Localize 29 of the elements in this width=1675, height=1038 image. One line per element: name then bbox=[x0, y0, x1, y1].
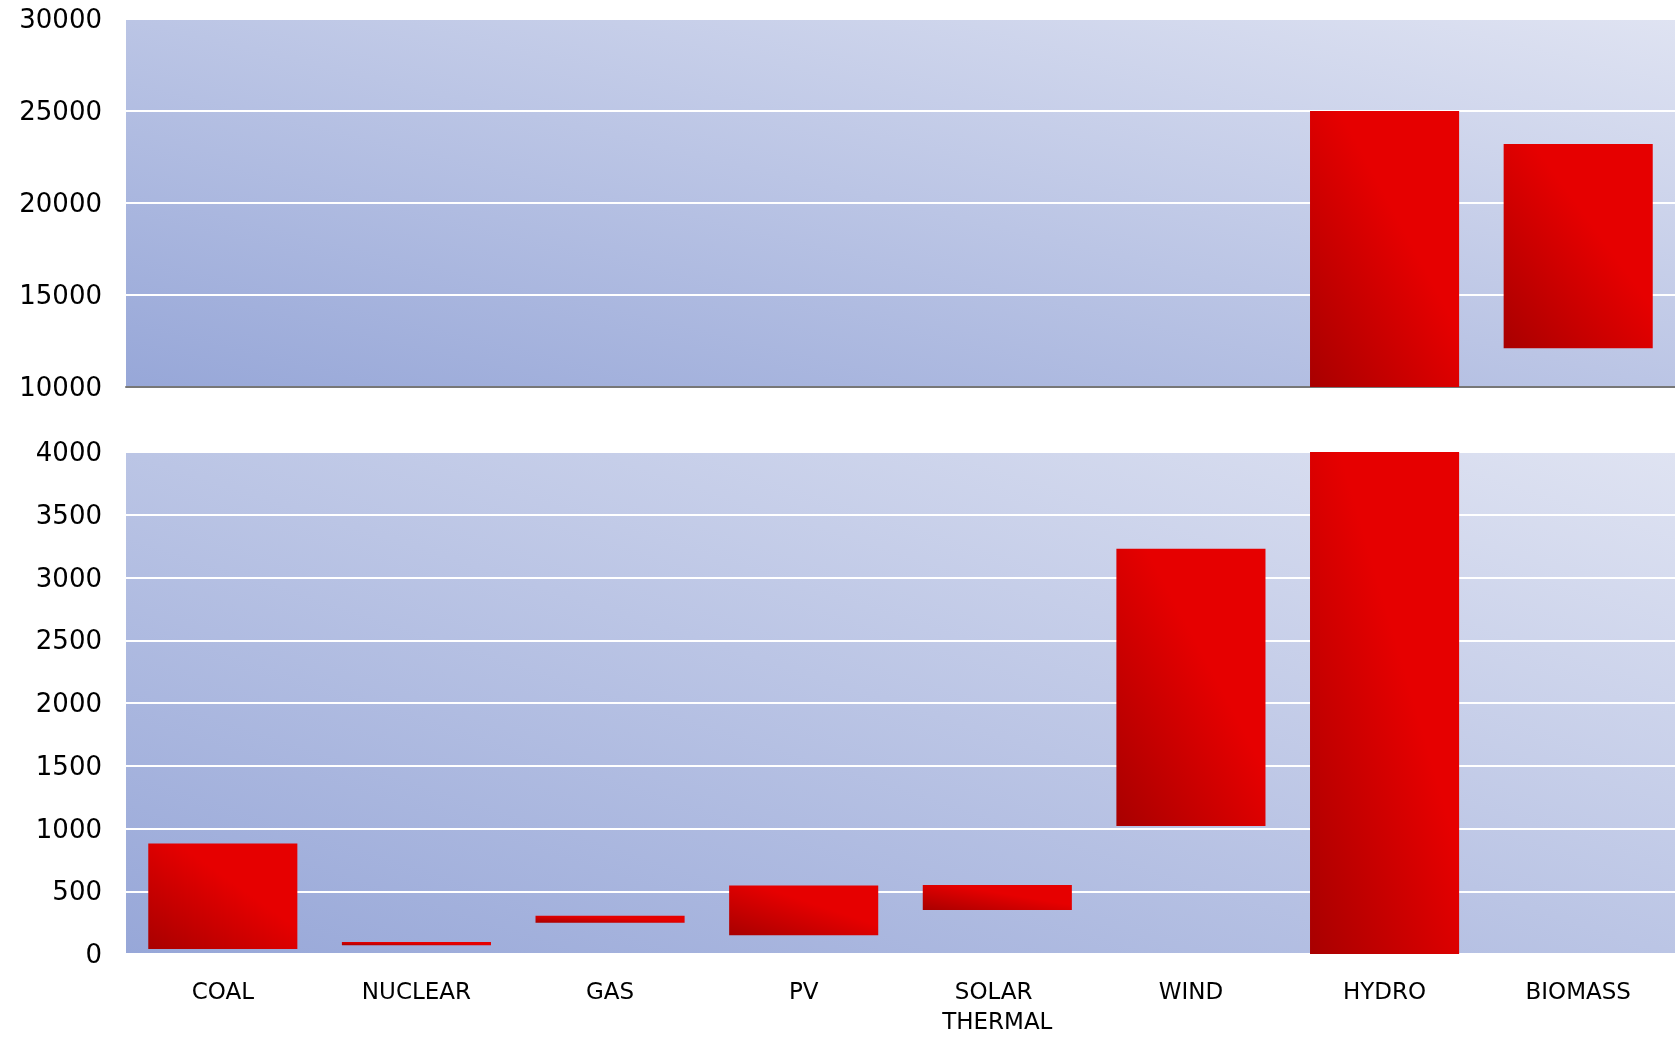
x-tick-label: NUCLEAR bbox=[361, 978, 472, 1004]
y-tick-label: 2000 bbox=[35, 688, 102, 718]
y-tick-label: 30000 bbox=[19, 4, 102, 34]
y-tick-label: 0 bbox=[85, 939, 102, 969]
x-tick-label: WIND bbox=[1158, 978, 1224, 1004]
bar bbox=[535, 915, 685, 923]
bar bbox=[1310, 452, 1460, 954]
y-tick-label: 20000 bbox=[19, 188, 102, 218]
bar bbox=[729, 885, 879, 936]
y-tick-label: 1000 bbox=[35, 813, 102, 844]
x-tick-label: COAL bbox=[191, 978, 255, 1004]
bar bbox=[922, 884, 1072, 911]
y-tick-label: 3000 bbox=[35, 562, 102, 593]
x-tick-label: BIOMASS bbox=[1525, 978, 1631, 1004]
y-tick-label: 4000 bbox=[35, 437, 102, 467]
y-tick-label: 10000 bbox=[19, 372, 102, 402]
bar bbox=[1116, 548, 1266, 826]
y-tick-label: 2500 bbox=[35, 625, 102, 656]
x-tick-label: GAS bbox=[585, 978, 635, 1004]
bar bbox=[148, 843, 298, 949]
y-tick-label: 25000 bbox=[19, 96, 102, 126]
x-tick-label: PV bbox=[788, 978, 819, 1004]
bar bbox=[341, 942, 491, 946]
y-tick-label: 15000 bbox=[19, 280, 102, 310]
y-tick-label: 1500 bbox=[35, 750, 102, 781]
y-tick-label: 500 bbox=[52, 876, 102, 907]
x-tick-label: SOLAR THERMAL bbox=[941, 978, 1053, 1034]
y-tick-label: 3500 bbox=[35, 499, 102, 530]
x-tick-label: HYDRO bbox=[1342, 978, 1427, 1004]
